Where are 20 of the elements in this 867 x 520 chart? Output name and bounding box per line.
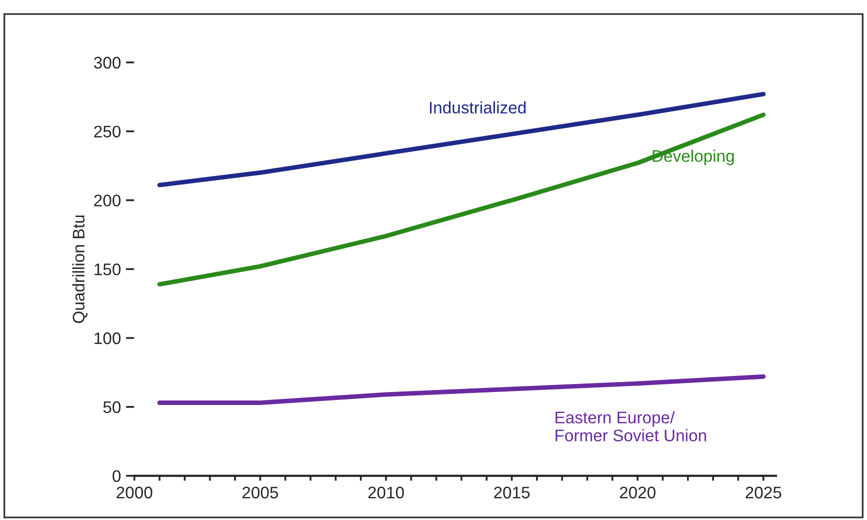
line-series	[157, 92, 766, 188]
line-series	[157, 374, 766, 405]
y-tick-label: 100	[94, 332, 121, 344]
y-tick-label: 200	[94, 194, 121, 206]
x-tick-label: 2010	[368, 486, 404, 498]
y-tick-label: 50	[103, 401, 121, 414]
x-tick-label: 2015	[494, 486, 530, 498]
y-tick-label: 250	[94, 126, 121, 138]
series-label: Eastern Europe/ Former Soviet Union	[556, 411, 706, 442]
series-label: Industrialized	[430, 101, 526, 114]
y-tick-label: 150	[94, 264, 121, 276]
line-series	[157, 112, 766, 286]
x-tick-label: 2020	[620, 486, 656, 498]
x-tick-label: 2005	[242, 486, 278, 498]
x-tick-label: 2000	[116, 486, 152, 498]
y-tick-label: 0	[112, 470, 121, 482]
y-axis-title: Quadrillion Btu	[72, 216, 88, 323]
x-tick-label: 2025	[746, 486, 782, 498]
y-tick-label: 300	[94, 56, 121, 69]
series-label: Developing	[652, 150, 734, 166]
